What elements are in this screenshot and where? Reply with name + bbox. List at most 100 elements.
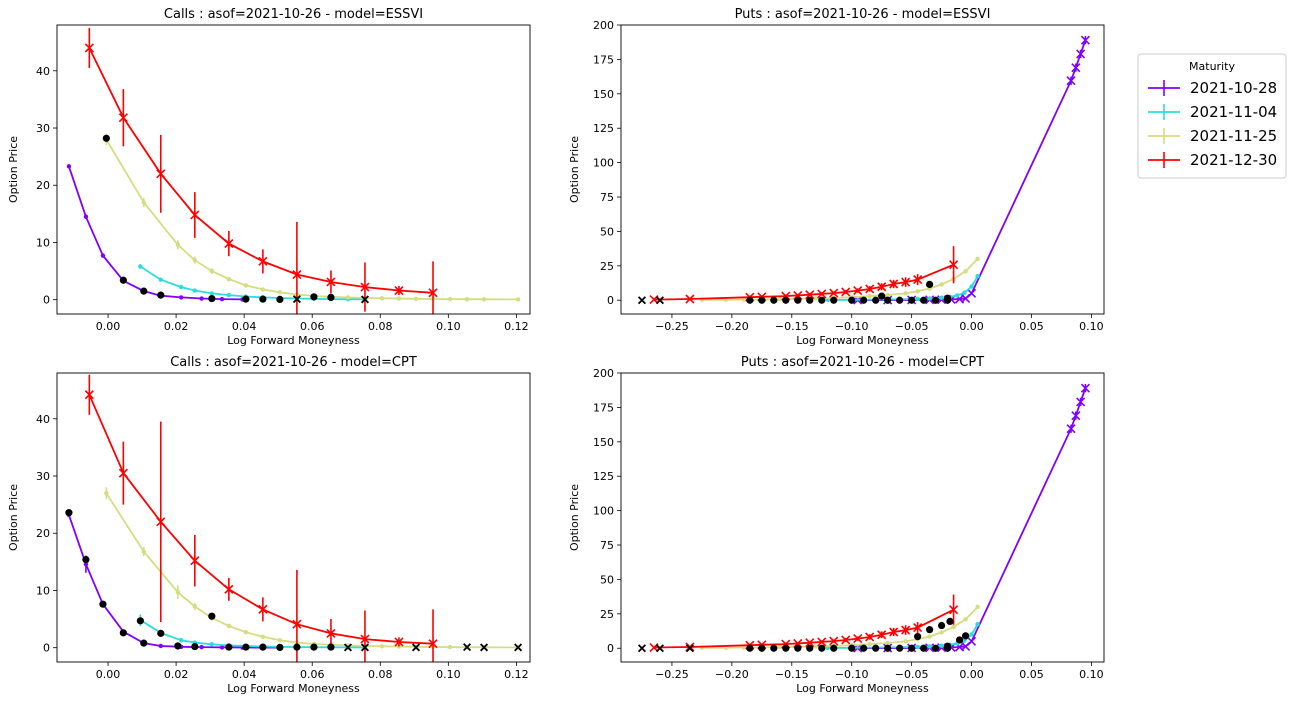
data-point <box>1071 63 1081 73</box>
data-point <box>226 276 232 282</box>
data-point <box>209 268 215 274</box>
data-point <box>428 288 438 298</box>
market-point <box>848 296 856 304</box>
data-point <box>118 468 128 478</box>
data-point <box>190 556 200 566</box>
data-point <box>954 293 960 298</box>
data-point <box>277 290 283 295</box>
data-point <box>853 634 863 644</box>
market-point <box>908 296 916 304</box>
data-point <box>949 605 959 615</box>
data-point <box>141 549 146 554</box>
series-line-2021-10-28-puts-cpt <box>857 387 1087 649</box>
y-tick-label: 125 <box>593 122 614 135</box>
market-point <box>746 296 754 304</box>
market-point <box>360 295 369 304</box>
x-tick-label: 0.12 <box>504 320 529 333</box>
x-tick-label: −0.05 <box>895 668 929 681</box>
market-point <box>818 296 826 304</box>
data-point <box>66 164 72 169</box>
market-point <box>360 643 369 652</box>
data-point <box>138 264 143 269</box>
data-point <box>84 43 94 53</box>
market-point <box>746 644 754 652</box>
x-tick-label: 0.00 <box>959 668 984 681</box>
data-point <box>84 390 94 400</box>
legend: Maturity 2021-10-282021-11-042021-11-252… <box>1137 53 1287 179</box>
x-tick-label: −0.15 <box>775 668 809 681</box>
data-point <box>396 296 402 301</box>
calls-essvi-panel: Calls : asof=2021-10-26 - model=ESSVI 0.0… <box>7 7 531 347</box>
data-point <box>969 284 974 289</box>
y-tick-label: 125 <box>593 470 614 483</box>
plot-area <box>637 383 1090 653</box>
y-tick-label: 40 <box>36 65 50 78</box>
series-line-2021-11-25-puts-cpt <box>701 606 979 649</box>
data-point <box>158 277 163 282</box>
y-axis-label: Option Price <box>7 484 20 551</box>
data-point <box>915 296 920 302</box>
market-point <box>242 295 250 303</box>
market-point <box>794 644 802 652</box>
x-tick-label: −0.10 <box>835 668 869 681</box>
data-point <box>156 517 166 527</box>
data-point <box>877 282 887 292</box>
series-line-2021-11-25-calls-cpt <box>105 492 519 649</box>
market-point <box>208 612 216 620</box>
data-point <box>969 632 974 637</box>
x-tick-label: 0.02 <box>164 320 189 333</box>
market-point <box>191 642 199 651</box>
data-point <box>190 210 200 220</box>
market-point <box>943 294 952 302</box>
data-point <box>927 634 932 639</box>
plot-area <box>66 27 521 314</box>
market-point <box>806 644 814 652</box>
data-point <box>939 282 944 287</box>
market-point <box>208 294 216 303</box>
market-point <box>914 632 922 641</box>
plot-area <box>65 374 523 662</box>
series-line-2021-12-30-puts-cpt <box>653 608 955 649</box>
puts-essvi-panel: Puts : asof=2021-10-26 - model=ESSVI −0.2… <box>568 7 1105 347</box>
data-point <box>260 287 266 292</box>
data-point <box>805 290 815 300</box>
legend-entries: 2021-10-28 2021-11-04 2021-11-25 2021-12-30 <box>1148 79 1277 169</box>
y-tick-label: 200 <box>593 19 614 32</box>
data-point <box>292 619 302 629</box>
x-tick-label: 0.00 <box>96 668 121 681</box>
market-point <box>920 296 928 304</box>
x-tick-label: 0.12 <box>504 668 529 681</box>
data-point <box>817 289 827 299</box>
data-point <box>179 284 184 290</box>
market-point <box>140 639 148 647</box>
chart-title: Calls : asof=2021-10-26 - model=CPT <box>170 355 417 370</box>
y-tick-label: 25 <box>600 608 614 621</box>
market-point <box>896 644 904 652</box>
data-point <box>260 634 266 640</box>
x-tick-label: 0.05 <box>1019 320 1044 333</box>
data-point <box>903 291 908 296</box>
data-point <box>326 628 336 638</box>
market-point <box>961 632 970 640</box>
data-point <box>209 642 215 647</box>
data-point <box>901 277 911 287</box>
y-tick-label: 25 <box>600 260 614 273</box>
data-point <box>224 584 234 594</box>
data-point <box>292 269 302 280</box>
x-tick-label: 0.10 <box>436 668 461 681</box>
x-tick-label: 0.02 <box>164 668 189 681</box>
x-tick-label: 0.06 <box>300 320 325 333</box>
market-point <box>758 296 766 304</box>
market-point <box>926 280 934 289</box>
data-point <box>447 296 453 302</box>
puts-cpt-panel: Puts : asof=2021-10-26 - model=CPT −0.25 −… <box>568 355 1105 695</box>
market-point <box>157 629 165 637</box>
market-point <box>770 644 778 652</box>
x-tick-label: 0.04 <box>232 668 257 681</box>
data-point <box>1066 76 1076 86</box>
market-point <box>872 644 880 652</box>
data-point <box>975 621 980 627</box>
x-axis-label: Log Forward Moneyness <box>227 334 360 347</box>
axes-frame <box>56 372 531 663</box>
